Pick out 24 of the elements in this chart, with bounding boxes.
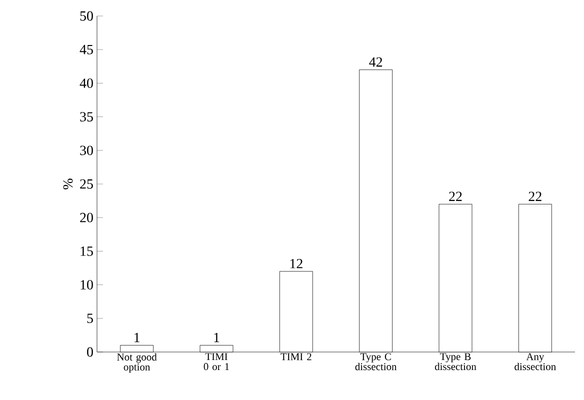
y-tick-label: 35: [80, 112, 93, 122]
y-tick-label: 45: [80, 44, 93, 54]
x-tick-label: Type B dissection: [434, 353, 476, 370]
data-label: 1: [134, 332, 140, 342]
y-tick-label: 10: [80, 280, 93, 290]
y-axis-title: %: [63, 178, 73, 190]
x-tick-label: Any dissection: [514, 353, 556, 370]
data-label: 42: [369, 57, 382, 67]
x-tick-label: TIMI 0 or 1: [204, 353, 229, 370]
y-tick-label: 5: [87, 314, 93, 324]
x-tick-label: Not good option: [117, 353, 157, 373]
y-tick-label: 50: [80, 11, 93, 21]
y-tick-label: 30: [80, 146, 93, 156]
data-label: 1: [214, 332, 220, 342]
data-label: 22: [528, 192, 542, 201]
y-tick-label: 20: [80, 212, 93, 222]
y-tick-label: 25: [80, 179, 93, 189]
y-tick-label: 40: [80, 78, 93, 88]
data-label: 22: [449, 192, 462, 201]
x-tick-label: TIMI 2: [280, 353, 312, 360]
data-label: 12: [290, 258, 302, 268]
y-tick-label: 15: [80, 246, 93, 256]
x-tick-label: Type C dissection: [355, 353, 397, 370]
y-tick-label: 0: [87, 347, 93, 357]
